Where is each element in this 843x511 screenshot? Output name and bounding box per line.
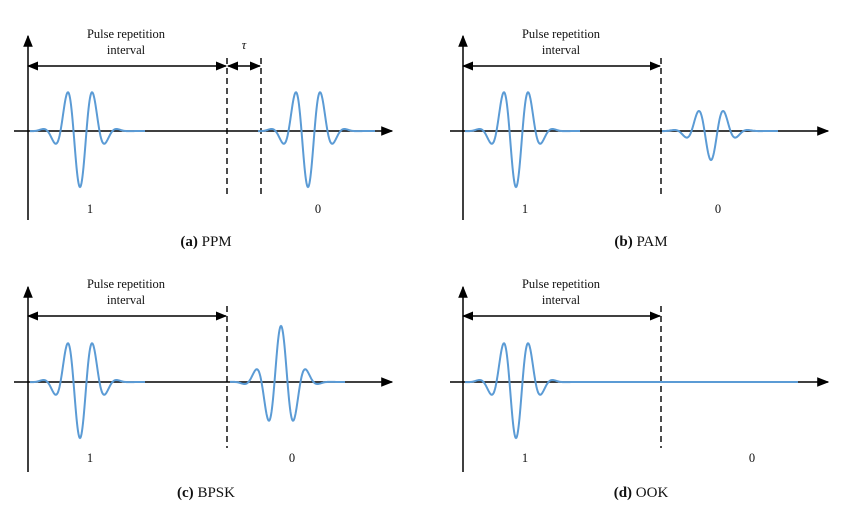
bit-one-label: 1 <box>522 451 528 465</box>
bit-one-label: 1 <box>87 202 93 216</box>
caption-text: BPSK <box>194 485 235 501</box>
tau-label: τ <box>242 38 247 52</box>
caption-tag: (b) <box>614 234 632 250</box>
bit-one-label: 1 <box>87 451 93 465</box>
pulse-bit-one <box>30 342 145 440</box>
interval-label-line2: interval <box>107 43 146 57</box>
caption-text: PAM <box>633 234 668 250</box>
caption: (c) BPSK <box>177 485 235 501</box>
pulse-bit-zero <box>662 109 778 162</box>
panel-ppm: Pulse repetition interval τ 1 0 (a) PPM <box>14 27 394 250</box>
interval-label-line1: Pulse repetition <box>87 277 166 291</box>
panel-ook: Pulse repetition interval 1 0 (d) OOK <box>450 277 830 501</box>
bit-zero-label: 0 <box>315 202 321 216</box>
panel-pam: Pulse repetition interval 1 0 (b) PAM <box>450 27 830 250</box>
caption-tag: (d) <box>614 485 632 501</box>
caption-text: PPM <box>198 234 232 250</box>
panel-bpsk: Pulse repetition interval 1 0 (c) BPSK <box>14 277 394 501</box>
pulse-bit-zero <box>230 324 345 422</box>
interval-label-line2: interval <box>542 43 581 57</box>
caption-tag: (a) <box>180 234 198 250</box>
bit-zero-label: 0 <box>289 451 295 465</box>
caption: (d) OOK <box>614 485 669 501</box>
bit-zero-label: 0 <box>715 202 721 216</box>
pulse-bit-one <box>30 91 145 189</box>
interval-label-line2: interval <box>107 293 146 307</box>
pulse-bit-one <box>465 342 580 440</box>
pulse-bit-zero <box>258 91 375 189</box>
bit-one-label: 1 <box>522 202 528 216</box>
pulse-bit-one <box>465 91 580 189</box>
caption: (a) PPM <box>180 234 231 250</box>
caption: (b) PAM <box>614 234 667 250</box>
caption-tag: (c) <box>177 485 194 501</box>
interval-label-line1: Pulse repetition <box>522 27 601 41</box>
caption-text: OOK <box>632 485 668 501</box>
interval-label-line1: Pulse repetition <box>522 277 601 291</box>
interval-label-line1: Pulse repetition <box>87 27 166 41</box>
bit-zero-label: 0 <box>749 451 755 465</box>
interval-label-line2: interval <box>542 293 581 307</box>
